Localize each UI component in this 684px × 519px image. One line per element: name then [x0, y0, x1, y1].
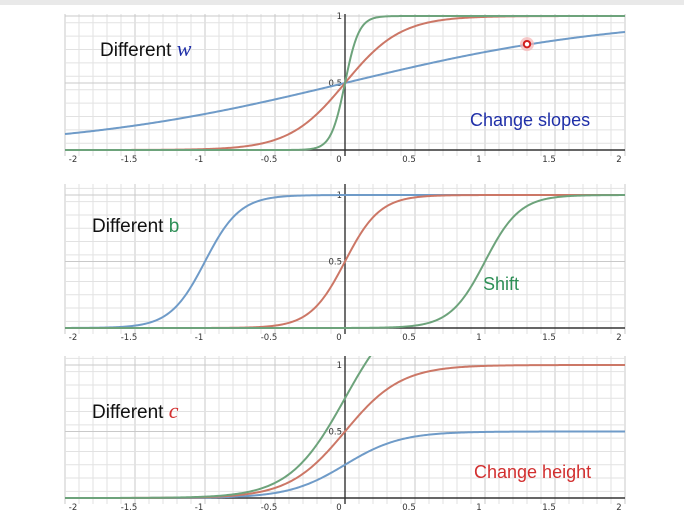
x-tick-label: 1.5: [542, 503, 556, 513]
annotation-different: Different b: [92, 216, 179, 237]
annotation-note: Change height: [474, 462, 591, 482]
x-tick-label: -1.5: [121, 155, 138, 165]
y-tick-label: 0.5: [328, 258, 342, 268]
x-tick-label: 2: [616, 503, 621, 513]
y-tick-label: 0.5: [328, 79, 342, 89]
annotation-variable: c: [169, 398, 179, 423]
x-tick-label: 1.5: [542, 155, 556, 165]
annotation-prefix: Different: [92, 402, 169, 423]
x-tick-label: -2: [69, 503, 77, 513]
x-tick-label: 0.5: [402, 333, 416, 343]
annotation-different: Different w: [100, 36, 192, 61]
x-tick-label: 0.5: [402, 503, 416, 513]
x-tick-label: -1.5: [121, 333, 138, 343]
x-tick-label: -1.5: [121, 503, 138, 513]
x-tick-label: 1: [476, 503, 481, 513]
series-line-green: [65, 15, 625, 151]
x-tick-label: 2: [616, 333, 621, 343]
x-tick-label: -2: [69, 333, 77, 343]
annotation-note: Shift: [483, 274, 519, 294]
x-tick-label: -0.5: [261, 503, 278, 513]
x-tick-label: -1: [195, 155, 203, 165]
x-tick-label: -1: [195, 333, 203, 343]
x-tick-label: -0.5: [261, 155, 278, 165]
y-tick-label: 1: [337, 12, 342, 22]
y-tick-label: 1: [337, 361, 342, 371]
annotation-variable: w: [177, 36, 192, 61]
x-tick-label: 0.5: [402, 155, 416, 165]
series-line-green: [65, 194, 626, 329]
pointer-marker: [522, 39, 532, 49]
x-tick-label: 0: [336, 503, 341, 513]
chart-panel-1: -2 -1.5 -1 -0.5 0 0.5 1 1.5 2 0.5 1 Different w Chan…: [64, 12, 626, 165]
x-tick-label: -0.5: [261, 333, 278, 343]
x-tick-label: 1: [476, 333, 481, 343]
top-bar: [0, 0, 684, 5]
y-tick-label: 0.5: [328, 428, 342, 438]
chart-panel-3: -2 -1.5 -1 -0.5 0 0.5 1 1.5 2 0.5 1 Different c Chan…: [64, 356, 626, 513]
annotation-prefix: Different: [92, 216, 169, 237]
x-tick-label: 1.5: [542, 333, 556, 343]
x-tick-label: 0: [336, 333, 341, 343]
x-tick-label: 1: [476, 155, 481, 165]
x-tick-label: -2: [69, 155, 77, 165]
x-tick-label: 2: [616, 155, 621, 165]
x-tick-label: 0: [336, 155, 341, 165]
annotation-prefix: Different: [100, 40, 177, 61]
annotation-note: Change slopes: [470, 110, 590, 130]
annotation-different: Different c: [92, 398, 179, 423]
series-line-green: [65, 356, 372, 499]
x-tick-label: -1: [195, 503, 203, 513]
annotation-variable: b: [169, 216, 180, 237]
